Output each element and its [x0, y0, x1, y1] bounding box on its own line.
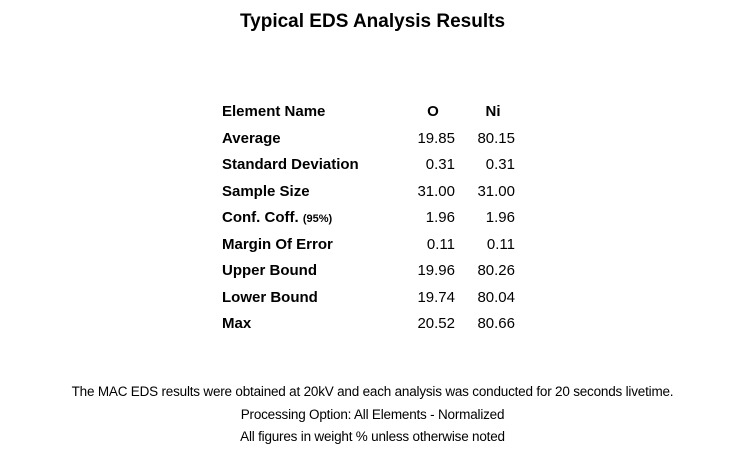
cell-value: 1.96	[425, 209, 455, 226]
cell-value: 0.31	[485, 156, 515, 173]
row-label: Conf. Coff. (95%)	[222, 210, 332, 225]
title: Typical EDS Analysis Results	[239, 11, 506, 32]
cell-value: 80.26	[477, 262, 515, 279]
footer-line: The MAC EDS results were obtained at 20k…	[71, 384, 674, 399]
cell-value: 19.74	[417, 288, 455, 306]
row-label-text: Average	[222, 129, 281, 147]
footer-line: Processing Option: All Elements - Normal…	[240, 406, 505, 422]
row-label-text: Upper Bound	[222, 262, 317, 279]
row-label-text: Sample Size	[222, 182, 310, 200]
row-label-text: Lower Bound	[222, 288, 318, 306]
column-header: Ni	[485, 103, 501, 120]
cell-value: 80.66	[477, 315, 515, 332]
cell-value: 0.31	[425, 156, 455, 173]
cell-value: 0.11	[426, 235, 455, 253]
cell-value: 80.15	[477, 129, 515, 147]
cell-value: 20.52	[417, 315, 455, 332]
row-label: Max	[222, 316, 251, 331]
row-label: Lower Bound	[222, 290, 318, 305]
cell-value: 19.96	[417, 262, 455, 279]
cell-value: 0.11	[486, 235, 515, 253]
column-header: O	[427, 103, 439, 120]
cell-value: 1.96	[485, 209, 515, 226]
footer-line: All figures in weight % unless otherwise…	[240, 429, 505, 444]
row-label-note: (95%)	[302, 213, 333, 225]
column-header: Element Name	[222, 103, 326, 120]
row-label-text: Max	[222, 315, 252, 332]
cell-value: 31.00	[417, 182, 455, 200]
row-label: Sample Size	[222, 184, 310, 199]
row-label: Margin Of Error	[222, 237, 333, 252]
row-label: Standard Deviation	[222, 157, 359, 172]
cell-value: 19.85	[417, 129, 455, 147]
row-label-text: Standard Deviation	[222, 156, 359, 173]
row-label-text: Conf. Coff.	[222, 209, 299, 226]
cell-value: 31.00	[477, 182, 515, 200]
row-label: Average	[222, 131, 281, 146]
cell-value: 80.04	[477, 288, 515, 306]
row-label-text: Margin Of Error	[222, 235, 333, 253]
row-label: Upper Bound	[222, 263, 317, 278]
